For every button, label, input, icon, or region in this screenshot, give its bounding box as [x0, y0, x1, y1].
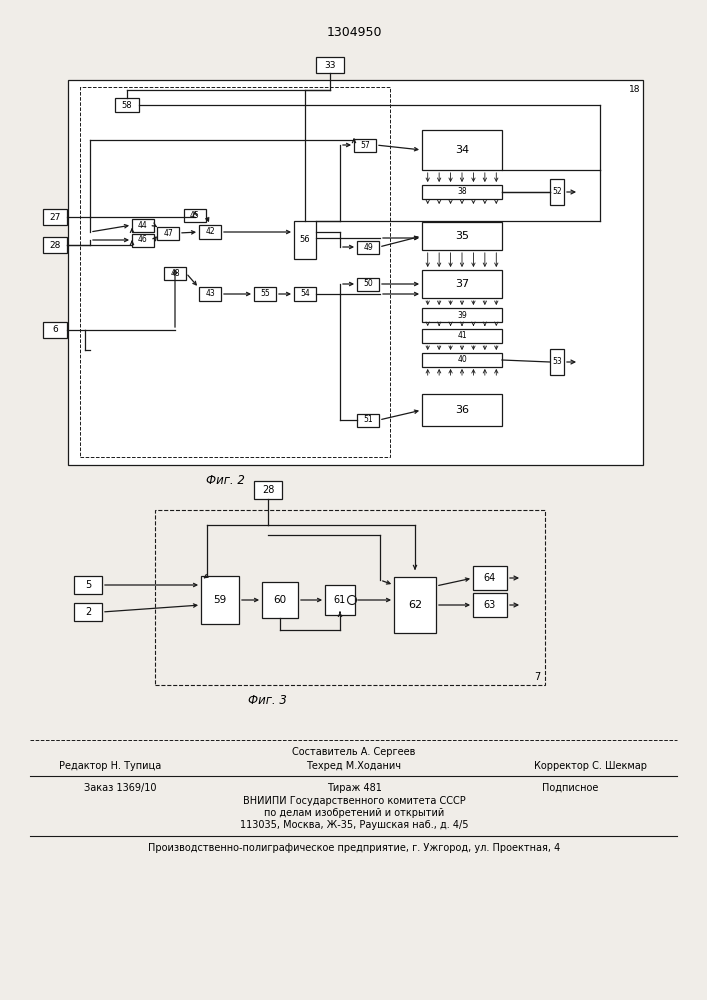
Bar	[422, 222, 502, 250]
Text: Корректор С. Шекмар: Корректор С. Шекмар	[534, 761, 646, 771]
Text: 40: 40	[457, 356, 467, 364]
Text: Составитель А. Сергеев: Составитель А. Сергеев	[292, 747, 416, 757]
Bar	[164, 266, 186, 279]
Bar	[43, 322, 67, 338]
Bar	[550, 349, 564, 375]
Text: 6: 6	[52, 326, 58, 334]
Text: 57: 57	[360, 140, 370, 149]
Bar	[422, 329, 502, 343]
Text: 63: 63	[484, 600, 496, 610]
Text: 62: 62	[408, 600, 422, 610]
Bar	[68, 80, 643, 465]
Text: 35: 35	[455, 231, 469, 241]
Bar	[157, 227, 179, 239]
Bar	[132, 233, 154, 246]
Bar	[199, 225, 221, 239]
Bar	[422, 394, 502, 426]
Text: 38: 38	[457, 188, 467, 196]
Text: 2: 2	[85, 607, 91, 617]
Text: 61: 61	[334, 595, 346, 605]
Bar	[550, 179, 564, 205]
Bar	[155, 510, 545, 685]
Bar	[394, 577, 436, 633]
Bar	[201, 576, 239, 624]
Text: 18: 18	[629, 86, 641, 95]
Bar	[473, 593, 507, 617]
Text: 41: 41	[457, 332, 467, 340]
Bar	[422, 130, 502, 170]
Bar	[43, 237, 67, 253]
Text: 55: 55	[260, 290, 270, 298]
Text: Тираж 481: Тираж 481	[327, 783, 382, 793]
Bar	[199, 287, 221, 301]
Bar	[354, 138, 376, 151]
Text: Фиг. 2: Фиг. 2	[206, 474, 245, 487]
Text: Заказ 1369/10: Заказ 1369/10	[83, 783, 156, 793]
Text: 53: 53	[552, 358, 562, 366]
Text: 47: 47	[163, 229, 173, 237]
Text: 51: 51	[363, 416, 373, 424]
Text: 59: 59	[214, 595, 227, 605]
Bar	[132, 219, 154, 232]
Text: 5: 5	[85, 580, 91, 590]
Text: 39: 39	[457, 310, 467, 320]
Bar	[74, 576, 102, 594]
Text: 43: 43	[205, 290, 215, 298]
Text: 7: 7	[534, 672, 540, 682]
Text: 60: 60	[274, 595, 286, 605]
Bar	[422, 270, 502, 298]
Bar	[422, 185, 502, 199]
Bar	[357, 414, 379, 426]
Text: 54: 54	[300, 290, 310, 298]
Text: 45: 45	[190, 211, 200, 220]
Text: 1304950: 1304950	[326, 25, 382, 38]
Text: 33: 33	[325, 60, 336, 70]
Bar	[357, 277, 379, 290]
Text: 28: 28	[49, 240, 61, 249]
Text: 64: 64	[484, 573, 496, 583]
Bar	[325, 585, 355, 615]
Text: 58: 58	[122, 101, 132, 109]
Text: 34: 34	[455, 145, 469, 155]
Text: 52: 52	[552, 188, 562, 196]
Text: 48: 48	[170, 268, 180, 277]
Text: Подписное: Подписное	[542, 783, 598, 793]
Bar	[115, 98, 139, 112]
Bar	[254, 481, 282, 499]
Bar	[294, 287, 316, 301]
Text: 42: 42	[205, 228, 215, 236]
Text: 37: 37	[455, 279, 469, 289]
Bar	[422, 353, 502, 367]
Text: Фиг. 3: Фиг. 3	[247, 694, 286, 706]
Bar	[80, 87, 390, 457]
Text: Производственно-полиграфическое предприятие, г. Ужгород, ул. Проектная, 4: Производственно-полиграфическое предприя…	[148, 843, 560, 853]
Bar	[316, 57, 344, 73]
Text: 44: 44	[138, 221, 148, 230]
Text: ВНИИПИ Государственного комитета СССР: ВНИИПИ Государственного комитета СССР	[243, 796, 465, 806]
Bar	[184, 209, 206, 222]
Bar	[473, 566, 507, 590]
Text: 49: 49	[363, 242, 373, 251]
Bar	[254, 287, 276, 301]
Text: 113035, Москва, Ж-35, Раушская наб., д. 4/5: 113035, Москва, Ж-35, Раушская наб., д. …	[240, 820, 468, 830]
Text: Техред М.Ходанич: Техред М.Ходанич	[307, 761, 402, 771]
Text: 56: 56	[300, 235, 310, 244]
Text: 28: 28	[262, 485, 274, 495]
Bar	[262, 582, 298, 618]
Text: 50: 50	[363, 279, 373, 288]
Text: 46: 46	[138, 235, 148, 244]
Bar	[74, 603, 102, 621]
Text: по делам изобретений и открытий: по делам изобретений и открытий	[264, 808, 444, 818]
Text: Редактор Н. Тупица: Редактор Н. Тупица	[59, 761, 161, 771]
Bar	[357, 240, 379, 253]
Text: 27: 27	[49, 213, 61, 222]
Text: 36: 36	[455, 405, 469, 415]
Bar	[422, 308, 502, 322]
Bar	[294, 221, 316, 259]
Bar	[43, 209, 67, 225]
